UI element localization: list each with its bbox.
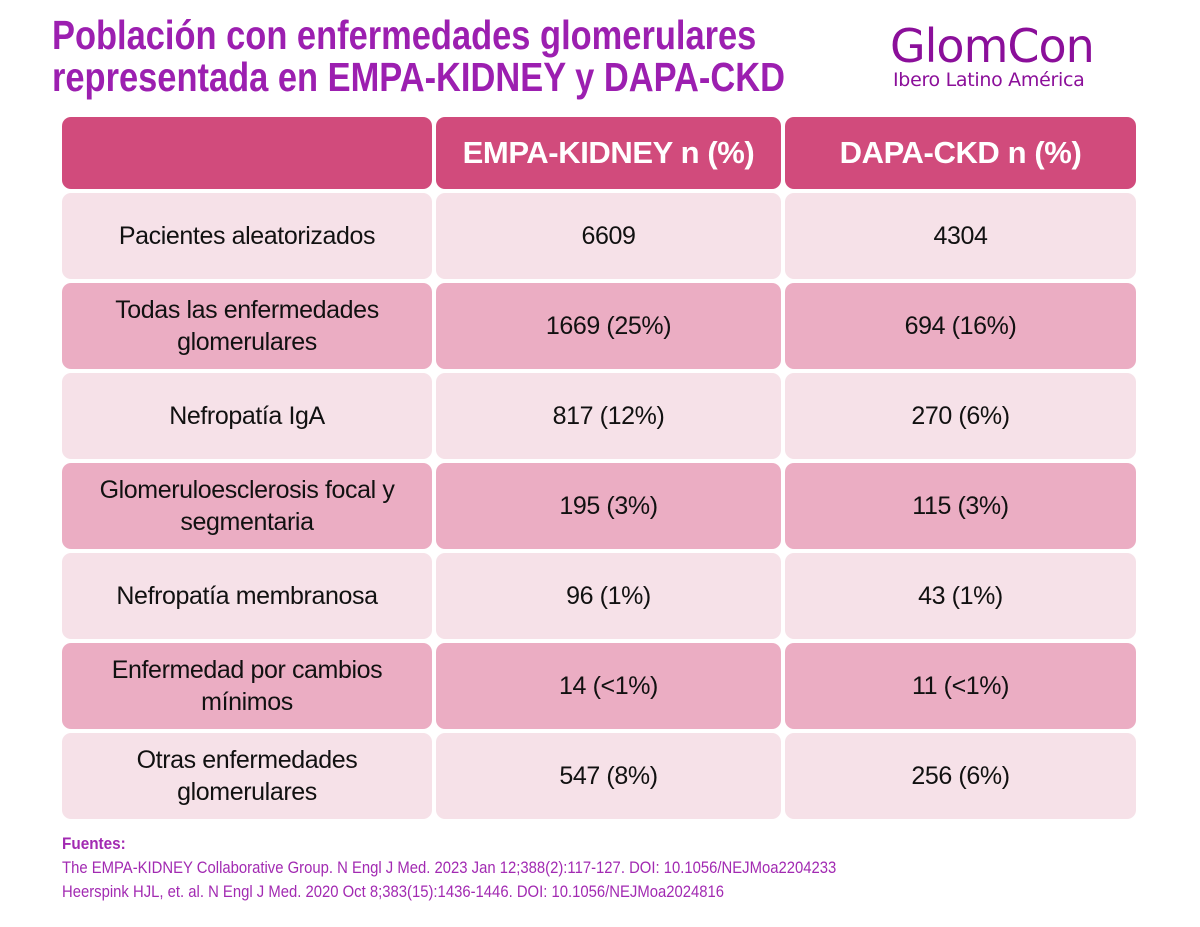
- table-row: Nefropatía membranosa 96 (1%) 43 (1%): [62, 553, 1136, 639]
- value-cell: 4304: [785, 193, 1136, 279]
- table-header: EMPA-KIDNEY n (%) DAPA-CKD n (%): [62, 117, 1136, 189]
- value-cell: 817 (12%): [436, 373, 781, 459]
- header-cell: EMPA-KIDNEY n (%): [436, 117, 781, 189]
- sources-label: Fuentes:: [62, 834, 126, 853]
- value-cell: 6609: [436, 193, 781, 279]
- data-table: EMPA-KIDNEY n (%) DAPA-CKD n (%) Pacient…: [62, 117, 1136, 823]
- row-label: Pacientes aleatorizados: [62, 193, 432, 279]
- table-row: Todas las enfermedades glomerulares 1669 …: [62, 283, 1136, 369]
- table-row: Otras enfermedades glomerulares 547 (8%) 2…: [62, 733, 1136, 819]
- logo-name: GlomCon: [890, 19, 1095, 73]
- table-row: Pacientes aleatorizados 6609 4304: [62, 193, 1136, 279]
- row-label: Todas las enfermedades glomerulares: [62, 283, 432, 369]
- sources: Fuentes: The EMPA-KIDNEY Collaborative G…: [62, 832, 836, 904]
- glomcon-logo: GlomCon Ibero Latino América: [890, 19, 1095, 91]
- row-label: Glomeruloesclerosis focal y segmentaria: [62, 463, 432, 549]
- page-title: Población con enfermedades glomerulares …: [52, 14, 785, 98]
- title-line-1: Población con enfermedades glomerulares: [52, 12, 757, 58]
- row-label: Nefropatía membranosa: [62, 553, 432, 639]
- reference: The EMPA-KIDNEY Collaborative Group. N E…: [62, 859, 837, 877]
- logo-subtitle: Ibero Latino América: [893, 69, 1085, 91]
- value-cell: 43 (1%): [785, 553, 1136, 639]
- value-cell: 256 (6%): [785, 733, 1136, 819]
- value-cell: 1669 (25%): [436, 283, 781, 369]
- value-cell: 195 (3%): [436, 463, 781, 549]
- value-cell: 96 (1%): [436, 553, 781, 639]
- value-cell: 270 (6%): [785, 373, 1136, 459]
- value-cell: 14 (<1%): [436, 643, 781, 729]
- reference: Heerspink HJL, et. al. N Engl J Med. 202…: [62, 883, 725, 901]
- title-line-2: representada en EMPA-KIDNEY y DAPA-CKD: [52, 54, 785, 100]
- row-label: Nefropatía IgA: [62, 373, 432, 459]
- value-cell: 547 (8%): [436, 733, 781, 819]
- value-cell: 115 (3%): [785, 463, 1136, 549]
- value-cell: 694 (16%): [785, 283, 1136, 369]
- row-label: Otras enfermedades glomerulares: [62, 733, 432, 819]
- row-label: Enfermedad por cambios mínimos: [62, 643, 432, 729]
- table-row: Glomeruloesclerosis focal y segmentaria 1…: [62, 463, 1136, 549]
- table-row: Nefropatía IgA 817 (12%) 270 (6%): [62, 373, 1136, 459]
- header-cell: [62, 117, 432, 189]
- table-row: Enfermedad por cambios mínimos 14 (<1%) 11…: [62, 643, 1136, 729]
- value-cell: 11 (<1%): [785, 643, 1136, 729]
- header-cell: DAPA-CKD n (%): [785, 117, 1136, 189]
